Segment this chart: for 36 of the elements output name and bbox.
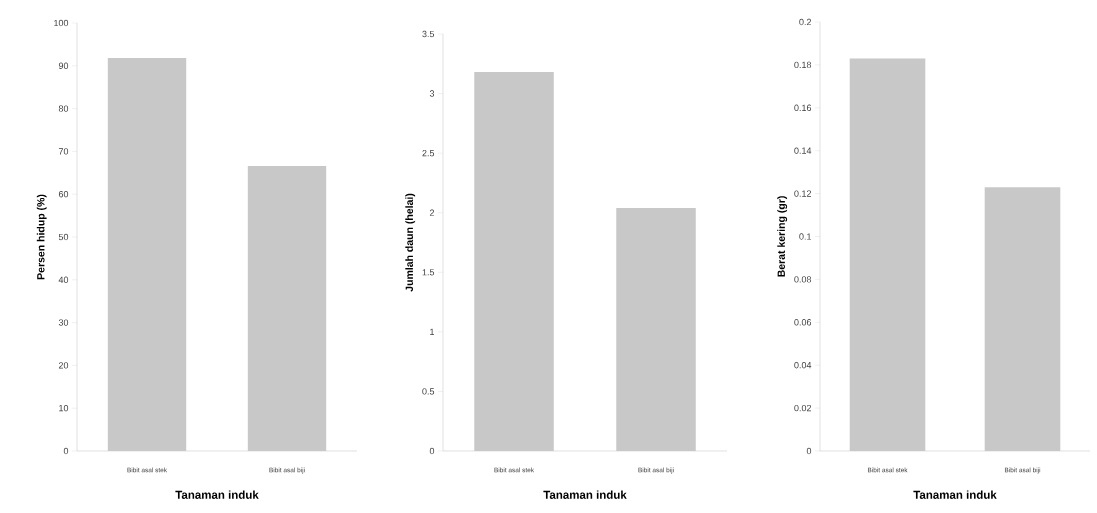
y-tick-label: 30	[58, 319, 69, 326]
x-axis-title: Tanaman induk	[913, 490, 997, 499]
y-tick-label: 80	[58, 105, 69, 112]
y-axis-title: Persen hidup (%)	[36, 194, 47, 280]
y-tick-label: 90	[58, 62, 69, 69]
y-tick-label: 3.5	[422, 30, 435, 38]
y-tick-label: 0.18	[794, 61, 812, 69]
y-tick-label: 100	[54, 19, 69, 27]
y-tick-label: 0.08	[794, 276, 812, 283]
y-tick-label: 0	[429, 447, 435, 455]
y-tick-label: 0.14	[794, 147, 812, 154]
x-axis-title: Tanaman induk	[175, 490, 259, 499]
y-tick-label: 10	[59, 405, 69, 412]
y-tick-label: 0	[806, 447, 812, 455]
y-tick-label: 0.2	[799, 18, 812, 26]
y-tick-label: 0.04	[794, 362, 812, 369]
y-tick-label: 2	[429, 209, 435, 216]
y-tick-label: 0.06	[794, 319, 812, 326]
y-axis-title: Jumlah daun (helai)	[405, 193, 416, 292]
y-tick-label: 1.5	[422, 269, 435, 276]
y-tick-label: 0	[63, 447, 69, 455]
y-axis-title: Berat kering (gr)	[777, 196, 788, 277]
y-tick-label: 0.5	[422, 388, 435, 395]
y-tick-label: 0.16	[794, 104, 812, 111]
x-axis-title: Tanaman induk	[543, 490, 627, 499]
y-tick-label: 0.12	[794, 190, 812, 197]
y-tick-label: 50	[58, 233, 69, 241]
y-tick-label: 0.1	[799, 233, 812, 240]
y-tick-label: 60	[58, 191, 69, 198]
y-tick-label: 2.5	[422, 149, 435, 157]
y-tick-label: 3	[429, 90, 435, 97]
y-tick-label: 40	[58, 276, 69, 283]
y-tick-label: 70	[58, 148, 69, 155]
y-tick-label: 1	[430, 328, 435, 335]
y-tick-label: 20	[58, 362, 69, 369]
y-tick-label: 0.02	[794, 404, 812, 412]
